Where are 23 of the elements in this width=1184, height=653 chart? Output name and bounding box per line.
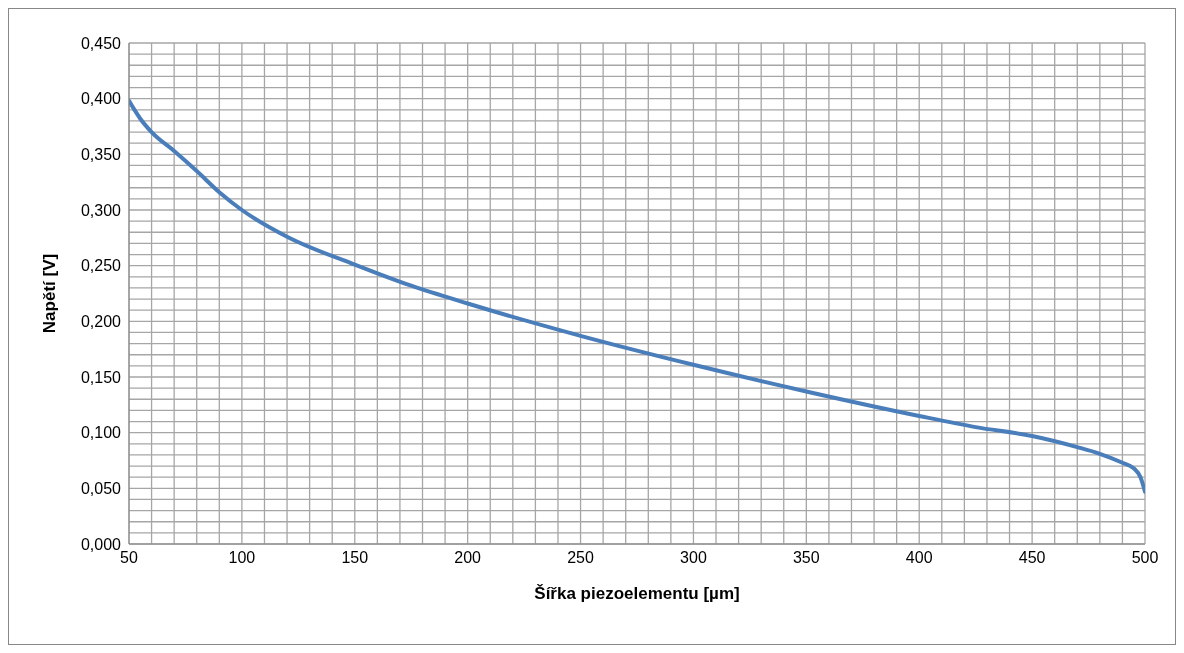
x-tick-label: 250 — [567, 549, 594, 567]
x-tick-label: 200 — [454, 549, 482, 567]
x-tick-label: 450 — [1018, 549, 1046, 567]
x-tick-label: 100 — [228, 549, 256, 567]
x-tick-label: 300 — [680, 549, 707, 567]
y-axis-title: Napětí [V] — [40, 253, 60, 334]
x-tick-label: 150 — [341, 549, 369, 567]
x-tick-label: 500 — [1131, 549, 1159, 567]
y-tick-label: 0,250 — [80, 257, 122, 275]
y-tick-label: 0,350 — [80, 146, 122, 164]
y-tick-label: 0,100 — [80, 424, 122, 442]
y-tick-label: 0,000 — [80, 535, 122, 553]
line-series — [129, 98, 1145, 494]
x-tick-label: 350 — [792, 549, 820, 567]
y-tick-label: 0,400 — [80, 90, 122, 108]
y-tick-label: 0,450 — [80, 34, 122, 52]
x-tick-label: 400 — [905, 549, 933, 567]
x-tick-label: 50 — [120, 549, 138, 567]
y-tick-label: 0,050 — [80, 480, 122, 498]
y-tick-label: 0,150 — [80, 368, 122, 386]
y-tick-label: 0,200 — [80, 313, 122, 331]
y-tick-label: 0,300 — [80, 201, 122, 219]
x-axis-title: Šířka piezoelementu [µm] — [534, 584, 740, 603]
